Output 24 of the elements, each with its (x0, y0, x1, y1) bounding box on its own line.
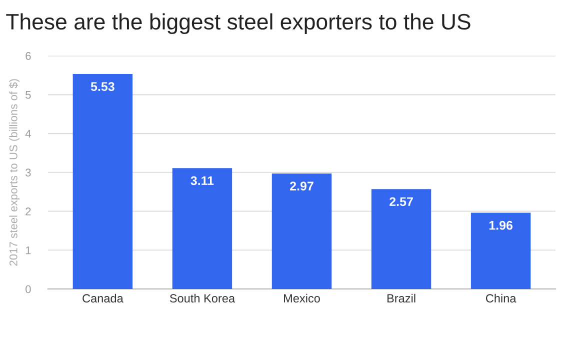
y-tick-label: 6 (26, 52, 31, 60)
y-tick-label: 4 (25, 130, 31, 138)
chart-title: These are the biggest steel exporters to the US (6, 13, 470, 34)
data-label: 2.57 (390, 197, 413, 206)
data-label: 1.96 (489, 220, 513, 230)
x-tick-label: China (486, 294, 516, 303)
bar (272, 174, 332, 289)
bar (72, 74, 133, 289)
x-tick-label: Mexico (284, 294, 320, 303)
y-tick-label: 3 (26, 168, 31, 177)
y-tick-label: 2 (26, 208, 31, 216)
y-tick-label: 1 (26, 246, 31, 254)
x-tick-label: Canada (82, 294, 124, 303)
bar (172, 168, 232, 289)
x-tick-label: South Korea (170, 294, 236, 303)
y-tick-label: 0 (26, 285, 31, 294)
data-label: 3.11 (190, 176, 214, 186)
y-tick-label: 5 (26, 91, 31, 99)
x-tick-label: Brazil (387, 294, 416, 303)
y-axis-title: 2017 steel exports to US (billions of $) (9, 79, 20, 266)
bar (371, 189, 432, 289)
data-label: 5.53 (90, 82, 114, 92)
data-label: 2.97 (290, 182, 314, 190)
bar (470, 212, 531, 289)
